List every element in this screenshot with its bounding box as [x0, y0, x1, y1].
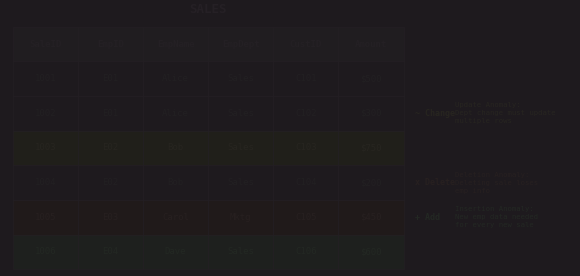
- FancyBboxPatch shape: [13, 200, 78, 235]
- Text: CustID: CustID: [290, 39, 322, 49]
- FancyBboxPatch shape: [13, 165, 78, 200]
- Text: 1003: 1003: [35, 144, 56, 152]
- Text: ~ Change: ~ Change: [415, 109, 455, 118]
- FancyBboxPatch shape: [339, 131, 404, 165]
- FancyBboxPatch shape: [13, 131, 78, 165]
- Text: C101: C101: [295, 74, 317, 83]
- Text: 1004: 1004: [35, 178, 56, 187]
- FancyBboxPatch shape: [208, 27, 273, 61]
- FancyBboxPatch shape: [273, 235, 339, 269]
- Text: Alice: Alice: [162, 109, 189, 118]
- Text: Bob: Bob: [168, 178, 184, 187]
- FancyBboxPatch shape: [208, 200, 273, 235]
- Text: E02: E02: [103, 178, 118, 187]
- FancyBboxPatch shape: [13, 235, 78, 269]
- Text: Deletion Anomaly:
Deleting sale loses
emp info: Deletion Anomaly: Deleting sale loses em…: [455, 172, 538, 194]
- Text: EmpDept: EmpDept: [222, 39, 259, 49]
- FancyBboxPatch shape: [208, 61, 273, 96]
- Text: Insertion Anomaly:
New emp data needed
for every new sale: Insertion Anomaly: New emp data needed f…: [455, 206, 538, 228]
- Text: $600: $600: [360, 248, 382, 256]
- FancyBboxPatch shape: [143, 165, 208, 200]
- Text: + Add: + Add: [415, 213, 440, 222]
- FancyBboxPatch shape: [339, 235, 404, 269]
- Text: $450: $450: [360, 213, 382, 222]
- FancyBboxPatch shape: [273, 96, 339, 131]
- FancyBboxPatch shape: [273, 131, 339, 165]
- Text: Dave: Dave: [165, 248, 186, 256]
- Text: SALES: SALES: [190, 3, 227, 16]
- Text: Sales: Sales: [227, 74, 254, 83]
- FancyBboxPatch shape: [273, 61, 339, 96]
- Text: C102: C102: [295, 109, 317, 118]
- FancyBboxPatch shape: [143, 235, 208, 269]
- Text: x Delete: x Delete: [415, 178, 455, 187]
- Text: E01: E01: [103, 74, 118, 83]
- Text: 1002: 1002: [35, 109, 56, 118]
- FancyBboxPatch shape: [78, 200, 143, 235]
- Text: $200: $200: [360, 178, 382, 187]
- FancyBboxPatch shape: [143, 27, 208, 61]
- Text: Bob: Bob: [168, 144, 184, 152]
- Text: SaleID: SaleID: [29, 39, 61, 49]
- Text: Mktg: Mktg: [230, 213, 252, 222]
- Text: C105: C105: [295, 213, 317, 222]
- Text: C103: C103: [295, 144, 317, 152]
- FancyBboxPatch shape: [78, 61, 143, 96]
- Text: E03: E03: [103, 213, 118, 222]
- FancyBboxPatch shape: [273, 165, 339, 200]
- FancyBboxPatch shape: [339, 27, 404, 61]
- Text: EmpID: EmpID: [97, 39, 124, 49]
- FancyBboxPatch shape: [78, 235, 143, 269]
- FancyBboxPatch shape: [143, 61, 208, 96]
- FancyBboxPatch shape: [339, 165, 404, 200]
- Text: C106: C106: [295, 248, 317, 256]
- Text: Alice: Alice: [162, 74, 189, 83]
- FancyBboxPatch shape: [208, 165, 273, 200]
- FancyBboxPatch shape: [143, 96, 208, 131]
- Text: Sales: Sales: [227, 109, 254, 118]
- FancyBboxPatch shape: [78, 96, 143, 131]
- Text: C104: C104: [295, 178, 317, 187]
- Text: Carol: Carol: [162, 213, 189, 222]
- FancyBboxPatch shape: [78, 165, 143, 200]
- Text: E04: E04: [103, 248, 118, 256]
- FancyBboxPatch shape: [339, 96, 404, 131]
- Text: $750: $750: [360, 144, 382, 152]
- FancyBboxPatch shape: [208, 235, 273, 269]
- Text: EmpName: EmpName: [157, 39, 194, 49]
- Text: E02: E02: [103, 144, 118, 152]
- Text: E01: E01: [103, 109, 118, 118]
- FancyBboxPatch shape: [208, 96, 273, 131]
- Text: 1001: 1001: [35, 74, 56, 83]
- Text: 1005: 1005: [35, 213, 56, 222]
- Text: 1006: 1006: [35, 248, 56, 256]
- FancyBboxPatch shape: [273, 27, 339, 61]
- FancyBboxPatch shape: [143, 131, 208, 165]
- Text: Amount: Amount: [355, 39, 387, 49]
- FancyBboxPatch shape: [78, 131, 143, 165]
- FancyBboxPatch shape: [13, 96, 78, 131]
- Text: Update Anomaly:
Dept change must update
multiple rows: Update Anomaly: Dept change must update …: [455, 102, 555, 124]
- FancyBboxPatch shape: [13, 27, 78, 61]
- FancyBboxPatch shape: [143, 200, 208, 235]
- FancyBboxPatch shape: [13, 61, 78, 96]
- FancyBboxPatch shape: [339, 61, 404, 96]
- Text: Sales: Sales: [227, 144, 254, 152]
- Text: $500: $500: [360, 74, 382, 83]
- Text: Sales: Sales: [227, 178, 254, 187]
- Text: Sales: Sales: [227, 248, 254, 256]
- FancyBboxPatch shape: [273, 200, 339, 235]
- FancyBboxPatch shape: [78, 27, 143, 61]
- FancyBboxPatch shape: [208, 131, 273, 165]
- FancyBboxPatch shape: [339, 200, 404, 235]
- Text: $300: $300: [360, 109, 382, 118]
